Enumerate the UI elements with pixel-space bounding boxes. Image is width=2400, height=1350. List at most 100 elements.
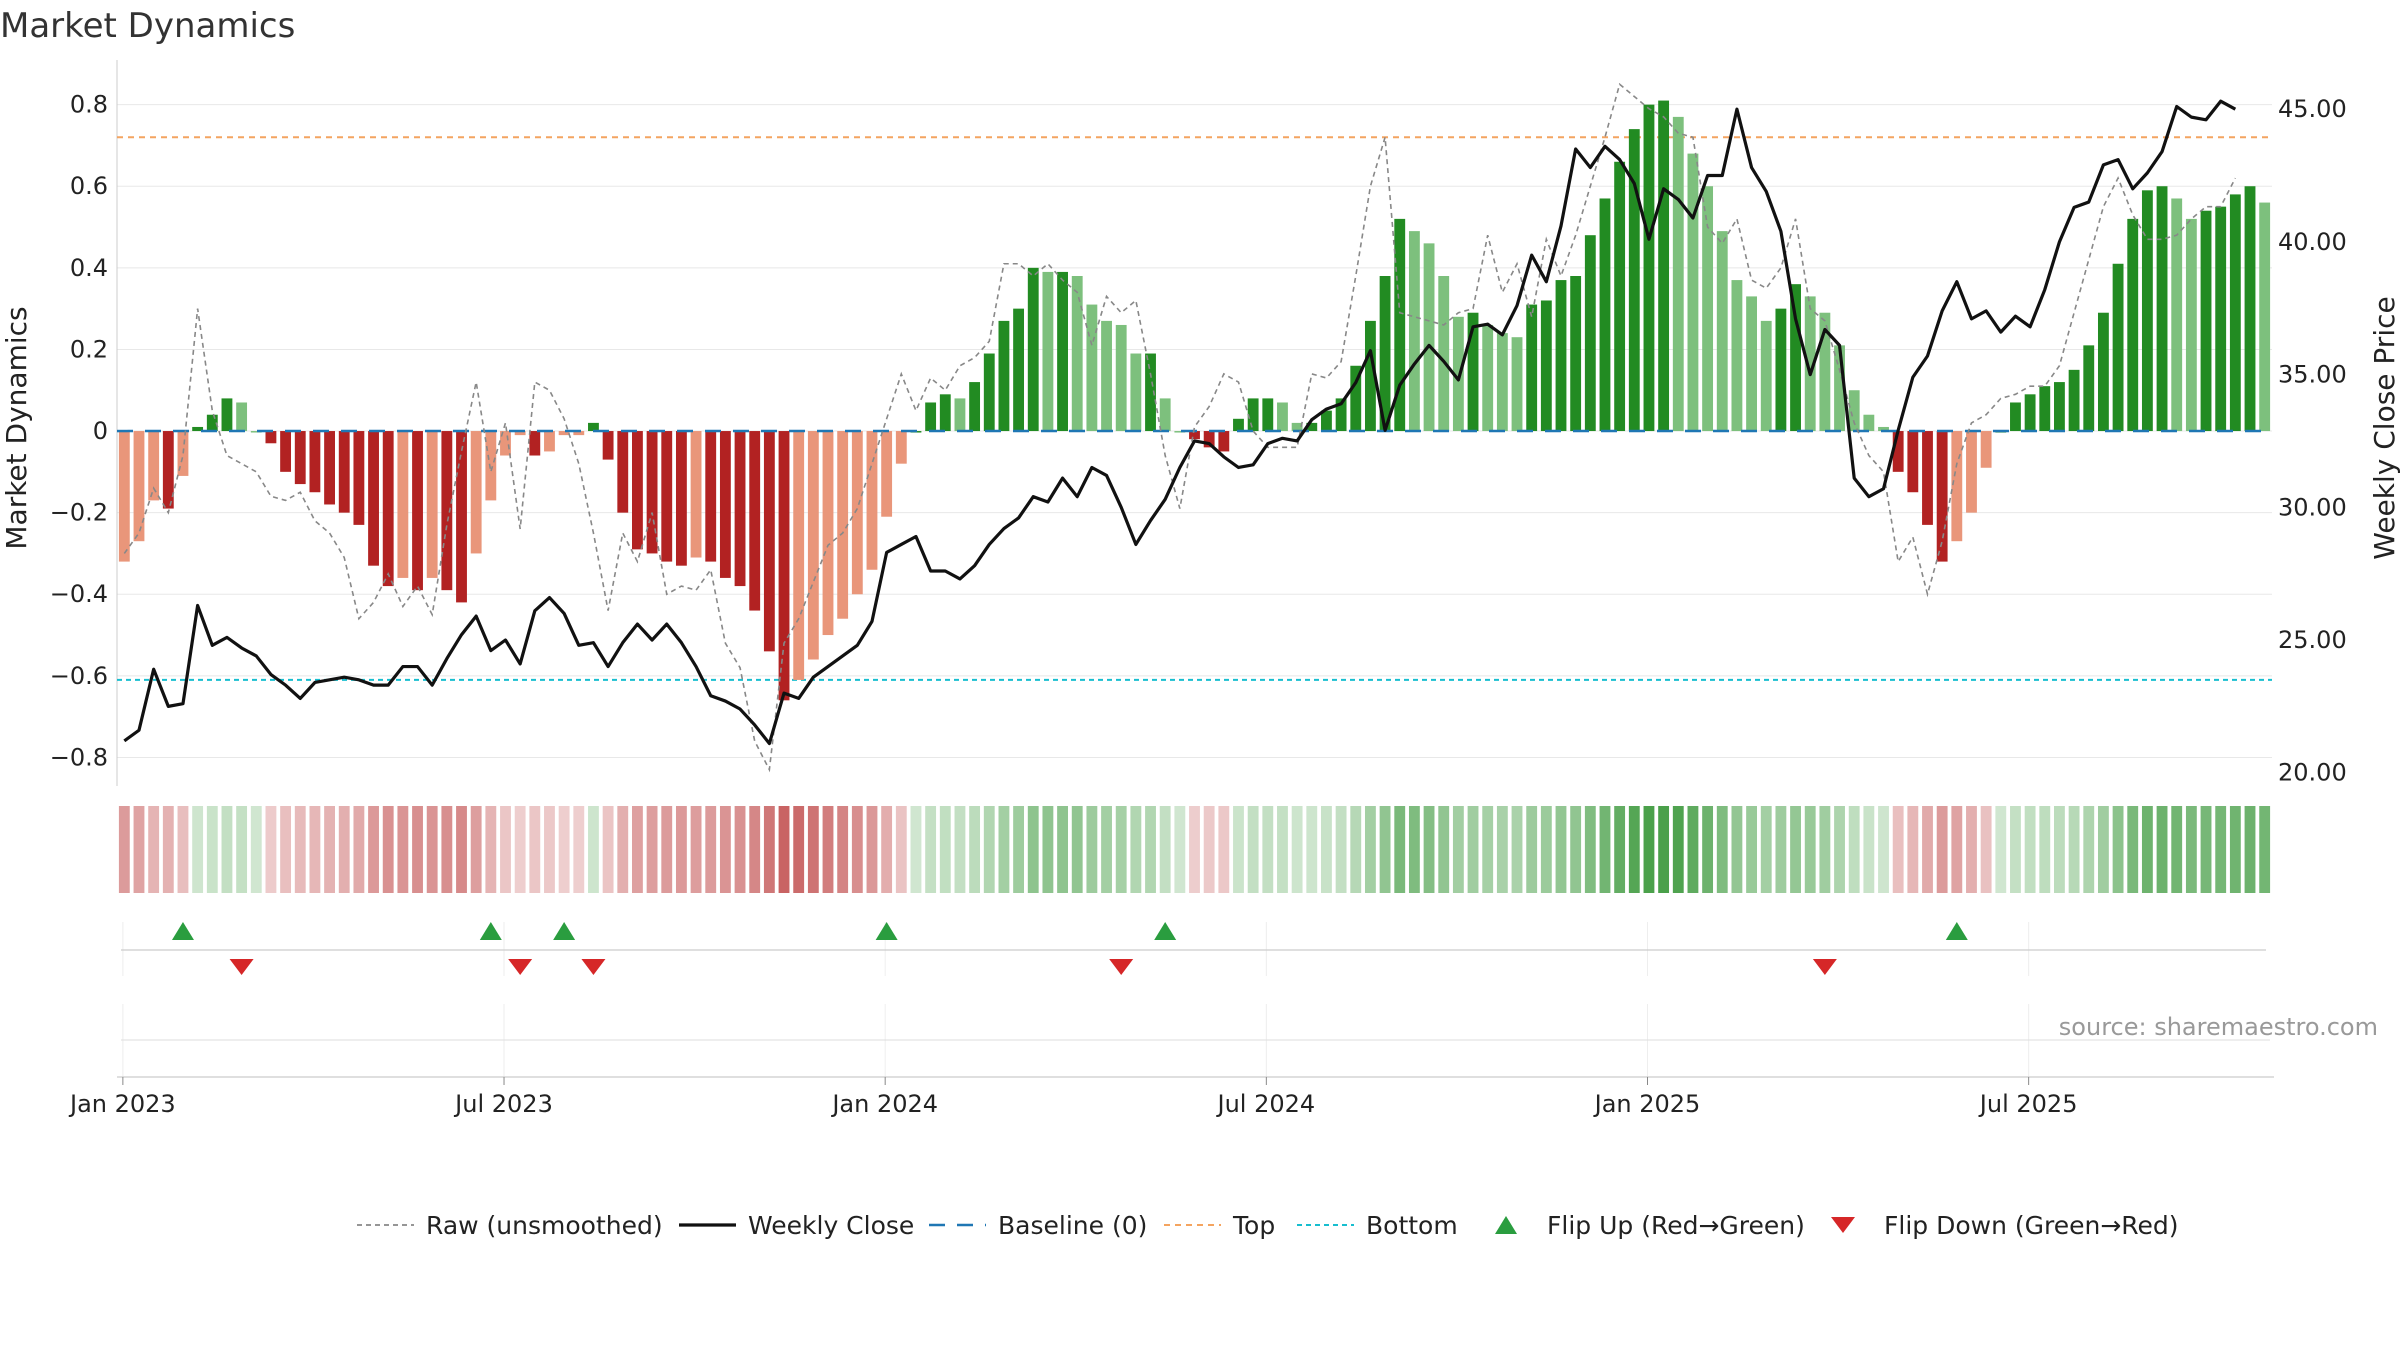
heat-strip-cell bbox=[1174, 806, 1186, 893]
heat-strip-cell bbox=[705, 806, 717, 893]
dynamics-bar bbox=[1262, 398, 1274, 432]
dynamics-bar bbox=[1760, 320, 1772, 432]
heat-strip-cell bbox=[470, 806, 482, 893]
dynamics-bar bbox=[1511, 337, 1523, 432]
dynamics-bar bbox=[1731, 280, 1743, 432]
left-tick-label: −0.8 bbox=[50, 743, 108, 771]
heat-strip-cell bbox=[500, 806, 511, 893]
heat-strip-cell bbox=[1306, 806, 1318, 893]
heat-strip-cell bbox=[807, 806, 819, 893]
heat-strip-cell bbox=[280, 806, 292, 893]
dynamics-bar bbox=[485, 431, 497, 501]
source-attribution: source: sharemaestro.com bbox=[2058, 1013, 2378, 1041]
dynamics-bar bbox=[690, 431, 702, 558]
heat-strip-cell bbox=[969, 806, 981, 893]
dynamics-bar bbox=[177, 431, 189, 476]
heat-strip-cell bbox=[925, 806, 937, 893]
legend-label-flip-down: Flip Down (Green→Red) bbox=[1884, 1211, 2179, 1240]
dynamics-bar bbox=[1892, 431, 1904, 472]
left-tick-label: 0.6 bbox=[70, 172, 108, 200]
dynamics-bar bbox=[1408, 231, 1420, 432]
heat-strip-cell bbox=[192, 806, 204, 893]
heat-strip-cell bbox=[1628, 806, 1640, 893]
dynamics-bar bbox=[646, 431, 658, 554]
heat-strip-cell bbox=[778, 806, 790, 893]
heat-strip-cell bbox=[412, 806, 423, 893]
dynamics-bar bbox=[778, 431, 790, 701]
heat-strip-cell bbox=[265, 806, 277, 893]
dynamics-bar bbox=[250, 431, 262, 433]
dynamics-bar bbox=[1951, 431, 1963, 542]
heat-strip-cell bbox=[895, 806, 907, 893]
heat-strip-cell bbox=[866, 806, 878, 893]
dynamics-bar bbox=[2010, 402, 2021, 432]
left-tick-label: −0.2 bbox=[50, 499, 108, 527]
dynamics-bar bbox=[1863, 414, 1875, 432]
dynamics-bar bbox=[1716, 231, 1728, 432]
dynamics-bar bbox=[866, 431, 878, 570]
heat-strip-cell bbox=[2039, 806, 2051, 893]
heat-strip-cell bbox=[1467, 806, 1479, 893]
dynamics-bar bbox=[1379, 276, 1391, 432]
heat-strip-cell bbox=[2259, 806, 2271, 893]
heat-strip-cell bbox=[382, 806, 394, 893]
heat-strip-cell bbox=[1672, 806, 1684, 893]
dynamics-bar bbox=[192, 426, 204, 432]
dynamics-bar bbox=[763, 431, 775, 652]
dynamics-bar bbox=[2054, 382, 2065, 432]
heat-strip-cell bbox=[148, 806, 160, 893]
heat-strip-cell bbox=[1115, 806, 1127, 893]
dynamics-bar bbox=[1189, 431, 1200, 440]
left-axis-title: Market Dynamics bbox=[0, 306, 33, 549]
x-tick-label: Jan 2023 bbox=[68, 1090, 176, 1118]
dynamics-bar bbox=[1584, 235, 1596, 432]
dynamics-bar bbox=[324, 431, 335, 505]
heat-strip-cell bbox=[1335, 806, 1347, 893]
flip-up-marker bbox=[875, 922, 898, 940]
dynamics-bar bbox=[162, 431, 174, 509]
legend-swatch-flip-up bbox=[1495, 1216, 1517, 1234]
heat-strip-cell bbox=[2200, 806, 2212, 893]
heat-strip-cell bbox=[1760, 806, 1772, 893]
dynamics-bar bbox=[1042, 271, 1054, 432]
flip-up-marker bbox=[553, 922, 576, 940]
x-tick-label: Jul 2024 bbox=[1215, 1090, 1315, 1118]
heat-strip-cell bbox=[822, 806, 834, 893]
dynamics-bar bbox=[1101, 320, 1112, 432]
heat-strip-cell bbox=[397, 806, 409, 893]
dynamics-bar bbox=[1540, 300, 1552, 432]
dynamics-bar bbox=[719, 431, 731, 578]
legend-item-close: Weekly Close bbox=[679, 1211, 914, 1240]
dynamics-bar bbox=[1496, 333, 1508, 432]
heat-strip-cell bbox=[294, 806, 306, 893]
left-tick-label: −0.4 bbox=[50, 580, 108, 608]
dynamics-bar bbox=[2039, 386, 2051, 432]
flip-down-marker bbox=[1109, 959, 1134, 975]
right-tick-label: 35.00 bbox=[2278, 361, 2347, 389]
dynamics-bar bbox=[661, 431, 673, 562]
dynamics-bar bbox=[822, 431, 834, 636]
heat-strip-cell bbox=[206, 806, 218, 893]
heat-strip-cell bbox=[1438, 806, 1450, 893]
dynamics-bar bbox=[544, 431, 555, 452]
heat-strip-cell bbox=[1027, 806, 1039, 893]
heat-strip-cell bbox=[221, 806, 233, 893]
dynamics-bar bbox=[1071, 276, 1083, 432]
heat-strip-cell bbox=[939, 806, 951, 893]
heat-strip-cell bbox=[2229, 806, 2241, 893]
flip-up-marker bbox=[479, 922, 502, 940]
dynamics-bar bbox=[1804, 296, 1816, 432]
heat-strip-cell bbox=[353, 806, 365, 893]
dynamics-bar bbox=[2068, 369, 2080, 432]
heat-strip-cell bbox=[2068, 806, 2080, 893]
dynamics-bar bbox=[1482, 324, 1494, 432]
dynamics-bar bbox=[1394, 218, 1406, 432]
dynamics-bar bbox=[983, 353, 995, 432]
heat-strip-cell bbox=[1130, 806, 1142, 893]
dynamics-bar bbox=[807, 431, 819, 660]
heat-strip-cell bbox=[1966, 806, 1977, 893]
dynamics-bar bbox=[1057, 271, 1068, 432]
heat-strip-cell bbox=[324, 806, 335, 893]
dynamics-bar bbox=[1966, 431, 1977, 513]
